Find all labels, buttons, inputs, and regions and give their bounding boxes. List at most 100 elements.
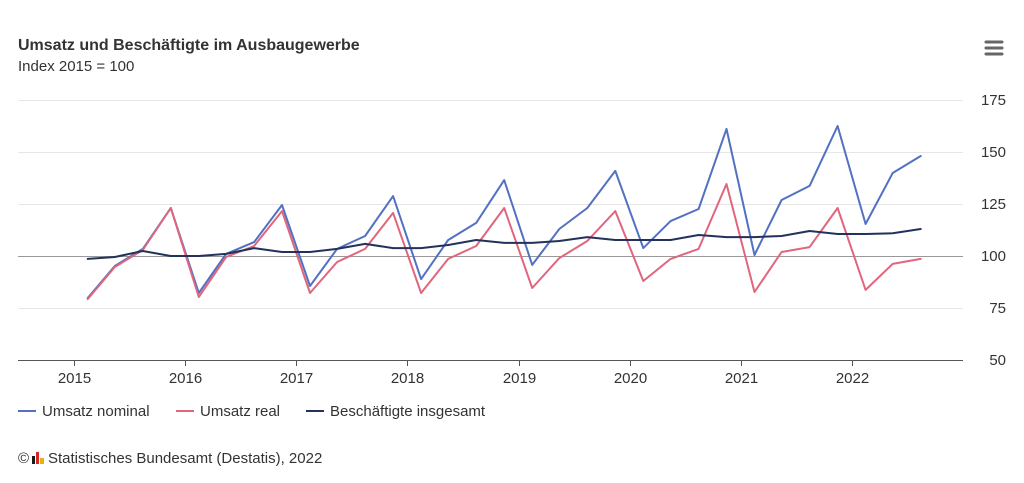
data-point-umsatz-real[interactable] (696, 246, 702, 252)
data-point-beschaeftigte-insgesamt[interactable] (584, 234, 590, 240)
data-point-umsatz-nominal[interactable] (556, 226, 562, 232)
y-axis: 50 75 100 125 150 175 (981, 92, 1006, 369)
legend-label[interactable]: Umsatz real (200, 403, 280, 420)
data-point-beschaeftigte-insgesamt[interactable] (473, 237, 479, 243)
legend-label[interactable]: Umsatz nominal (42, 403, 150, 420)
data-point-umsatz-nominal[interactable] (279, 202, 285, 208)
series-line-umsatz-nominal[interactable] (86, 125, 922, 299)
data-point-beschaeftigte-insgesamt[interactable] (752, 234, 758, 240)
legend-item-umsatz-real[interactable]: Umsatz real (176, 403, 280, 420)
destatis-logo (32, 452, 44, 464)
data-point-beschaeftigte-insgesamt[interactable] (668, 237, 674, 243)
data-point-umsatz-nominal[interactable] (724, 126, 730, 132)
data-point-umsatz-real[interactable] (445, 256, 451, 262)
credits-text[interactable]: Statistisches Bundesamt (Destatis), 2022 (48, 450, 322, 467)
data-point-umsatz-nominal[interactable] (362, 233, 368, 239)
data-point-beschaeftigte-insgesamt[interactable] (863, 231, 869, 237)
series-line-umsatz-real[interactable] (86, 183, 922, 301)
data-point-umsatz-real[interactable] (196, 294, 202, 300)
data-point-umsatz-nominal[interactable] (612, 168, 618, 174)
chart-menu-button[interactable] (980, 36, 1008, 62)
data-point-umsatz-real[interactable] (807, 244, 813, 250)
data-point-beschaeftigte-insgesamt[interactable] (445, 242, 451, 248)
data-point-umsatz-nominal[interactable] (529, 262, 535, 268)
data-point-umsatz-nominal[interactable] (863, 221, 869, 227)
data-point-beschaeftigte-insgesamt[interactable] (501, 240, 507, 246)
data-point-umsatz-real[interactable] (612, 208, 618, 214)
data-point-beschaeftigte-insgesamt[interactable] (112, 254, 118, 260)
data-point-umsatz-real[interactable] (279, 208, 285, 214)
data-point-umsatz-real[interactable] (168, 205, 174, 211)
data-point-umsatz-real[interactable] (640, 278, 646, 284)
data-point-beschaeftigte-insgesamt[interactable] (196, 253, 202, 259)
data-point-beschaeftigte-insgesamt[interactable] (85, 256, 91, 262)
data-point-umsatz-real[interactable] (835, 205, 841, 211)
data-point-beschaeftigte-insgesamt[interactable] (279, 249, 285, 255)
data-point-beschaeftigte-insgesamt[interactable] (140, 248, 146, 254)
data-point-umsatz-real[interactable] (779, 249, 785, 255)
data-point-umsatz-nominal[interactable] (640, 245, 646, 251)
data-point-umsatz-nominal[interactable] (835, 123, 841, 129)
data-point-beschaeftigte-insgesamt[interactable] (251, 245, 257, 251)
data-point-umsatz-real[interactable] (556, 255, 562, 261)
data-point-umsatz-nominal[interactable] (418, 276, 424, 282)
data-point-beschaeftigte-insgesamt[interactable] (890, 230, 896, 236)
data-point-beschaeftigte-insgesamt[interactable] (168, 253, 174, 259)
data-point-beschaeftigte-insgesamt[interactable] (390, 245, 396, 251)
data-point-beschaeftigte-insgesamt[interactable] (918, 226, 924, 232)
data-point-umsatz-real[interactable] (307, 290, 313, 296)
data-point-umsatz-real[interactable] (112, 264, 118, 270)
data-point-beschaeftigte-insgesamt[interactable] (640, 237, 646, 243)
series-umsatz-real (85, 181, 924, 302)
legend-item-beschaeftigte-insgesamt[interactable]: Beschäftigte insgesamt (306, 403, 486, 420)
data-point-umsatz-real[interactable] (890, 261, 896, 267)
credits[interactable]: © Statistisches Bundesamt (Destatis), 20… (18, 450, 322, 467)
data-point-umsatz-real[interactable] (473, 243, 479, 249)
data-point-umsatz-real[interactable] (863, 287, 869, 293)
data-point-umsatz-real[interactable] (529, 285, 535, 291)
data-point-umsatz-nominal[interactable] (890, 170, 896, 176)
x-tick-label: 2021 (725, 370, 758, 387)
data-point-umsatz-real[interactable] (390, 210, 396, 216)
data-point-beschaeftigte-insgesamt[interactable] (529, 240, 535, 246)
data-point-beschaeftigte-insgesamt[interactable] (334, 246, 340, 252)
data-point-umsatz-real[interactable] (334, 259, 340, 265)
data-point-umsatz-nominal[interactable] (668, 218, 674, 224)
data-point-umsatz-nominal[interactable] (779, 197, 785, 203)
series-line-beschaeftigte-insgesamt[interactable] (86, 228, 922, 260)
data-point-beschaeftigte-insgesamt[interactable] (556, 238, 562, 244)
data-point-umsatz-nominal[interactable] (584, 205, 590, 211)
data-point-umsatz-real[interactable] (752, 289, 758, 295)
data-point-beschaeftigte-insgesamt[interactable] (418, 245, 424, 251)
data-point-beschaeftigte-insgesamt[interactable] (779, 233, 785, 239)
series-umsatz-nominal (86, 123, 924, 299)
legend-label[interactable]: Beschäftigte insgesamt (330, 403, 486, 420)
x-tick-label: 2019 (503, 370, 536, 387)
data-point-umsatz-real[interactable] (918, 256, 924, 262)
data-point-umsatz-nominal[interactable] (473, 220, 479, 226)
data-point-umsatz-real[interactable] (724, 181, 730, 187)
data-point-umsatz-nominal[interactable] (390, 193, 396, 199)
data-point-umsatz-nominal[interactable] (696, 206, 702, 212)
data-point-umsatz-nominal[interactable] (807, 183, 813, 189)
data-point-umsatz-real[interactable] (418, 290, 424, 296)
data-point-beschaeftigte-insgesamt[interactable] (612, 237, 618, 243)
data-point-umsatz-nominal[interactable] (501, 177, 507, 183)
data-point-beschaeftigte-insgesamt[interactable] (724, 234, 730, 240)
data-point-beschaeftigte-insgesamt[interactable] (223, 251, 229, 257)
grid-lines (18, 100, 963, 309)
data-point-umsatz-real[interactable] (668, 256, 674, 262)
data-point-beschaeftigte-insgesamt[interactable] (835, 231, 841, 237)
x-tick-label: 2017 (280, 370, 313, 387)
y-tick-label: 100 (981, 248, 1006, 265)
legend-item-umsatz-nominal[interactable]: Umsatz nominal (18, 403, 150, 420)
data-point-umsatz-real[interactable] (85, 296, 91, 302)
data-point-beschaeftigte-insgesamt[interactable] (307, 249, 313, 255)
data-point-umsatz-nominal[interactable] (918, 153, 924, 159)
data-point-umsatz-real[interactable] (501, 205, 507, 211)
data-point-beschaeftigte-insgesamt[interactable] (807, 228, 813, 234)
chart-subtitle: Index 2015 = 100 (18, 58, 134, 75)
data-point-umsatz-nominal[interactable] (752, 252, 758, 258)
data-point-beschaeftigte-insgesamt[interactable] (696, 232, 702, 238)
data-point-beschaeftigte-insgesamt[interactable] (362, 241, 368, 247)
